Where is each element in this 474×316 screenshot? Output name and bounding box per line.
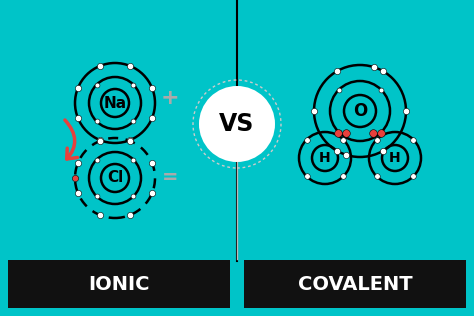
Circle shape [199,86,275,162]
Text: Cl: Cl [107,171,123,185]
Text: IONIC: IONIC [88,275,150,294]
Text: +: + [161,88,179,108]
Text: =: = [162,168,178,187]
Text: O: O [353,102,367,120]
Bar [8,260,230,308]
FancyArrowPatch shape [65,120,77,159]
Text: H: H [389,151,401,165]
Bar [244,260,466,308]
Text: Na: Na [103,95,127,111]
Text: H: H [319,151,331,165]
Text: VS: VS [219,112,255,136]
Text: COVALENT: COVALENT [298,275,412,294]
